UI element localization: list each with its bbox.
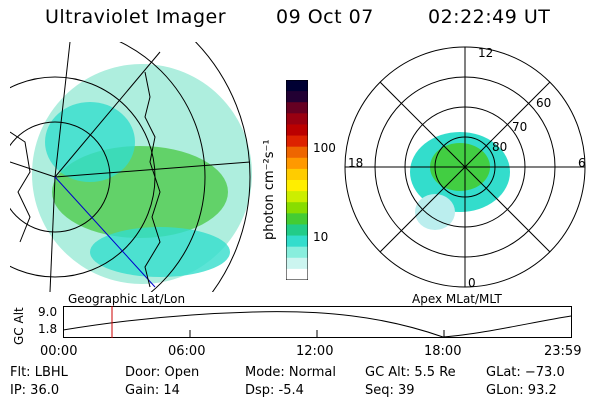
info-mode: Mode: Normal [245,365,336,380]
time-label: 02:22:49 UT [428,6,551,28]
longitude-line [54,51,161,178]
colorbar-tick-10: 10 [313,230,329,244]
xtick-2359: 23:59 [544,344,582,359]
mlt-label-18: 18 [348,156,364,170]
colorbar-segment [286,135,308,148]
colorbar-segment [286,180,308,192]
aurora-diffuse [415,194,455,230]
longitude-line [49,176,56,292]
latitude-line [10,121,111,233]
left-caption: Geographic Lat/Lon [68,292,186,306]
colorbar-segment [286,235,308,248]
polar-plot [344,46,586,288]
xtick-1800: 18:00 [424,344,462,359]
colorbar-segment [286,124,308,137]
colorbar-segment [286,202,308,214]
colorbar-segment [286,113,308,125]
info-gc-alt: GC Alt: 5.5 Re [365,365,456,380]
date-label: 09 Oct 07 [276,6,374,28]
colorbar-segment [286,268,308,280]
latitude-line [194,42,251,292]
info-ip: IP: 36.0 [10,383,60,398]
colorbar-segment [286,146,308,159]
colorbar-segment [286,91,308,103]
info-flt: Flt: LBHL [10,365,68,380]
info-gain: Gain: 14 [125,383,180,398]
colorbar-segment [286,213,308,225]
mlt-label-0: 0 [468,276,476,290]
right-caption: Apex MLat/MLT [412,292,502,306]
info-glat: GLat: −73.0 [486,365,565,380]
geographic-map [10,42,252,292]
longitude-line [10,161,56,178]
longitude-line [54,42,71,178]
satellite-track [54,176,156,288]
mlt-label-6: 6 [578,156,586,170]
xtick-0600: 06:00 [168,344,206,359]
colorbar-segment [286,80,308,92]
colorbar-segment [286,102,308,114]
altitude-ytick-min: 1.8 [38,322,58,336]
colorbar-segment [286,191,308,203]
colorbar [286,80,308,280]
mlat-label-80: 80 [492,140,508,154]
coastline [10,131,31,243]
info-dsp: Dsp: -5.4 [245,383,304,398]
colorbar-segment [286,246,308,259]
colorbar-label: photon cm⁻²s⁻¹ [262,139,277,240]
altitude-curve [63,311,572,338]
altitude-plot [63,306,572,338]
mlat-label-70: 70 [512,120,528,134]
colorbar-segment [286,224,308,237]
info-seq: Seq: 39 [365,383,415,398]
xtick-0000: 00:00 [40,344,78,359]
instrument-title: Ultraviolet Imager [45,6,227,28]
altitude-ytick-max: 9.0 [38,305,58,319]
info-door: Door: Open [125,365,200,380]
xtick-1200: 12:00 [296,344,334,359]
coastline [144,71,161,288]
altitude-ylabel: GC Alt [12,307,26,345]
aurora-patch-cyan [90,227,230,277]
mlat-label-60: 60 [536,96,552,110]
colorbar-segment [286,257,308,270]
colorbar-tick-100: 100 [313,141,336,155]
colorbar-segment [286,157,308,170]
colorbar-segment [286,168,308,181]
latitude-line [119,42,206,292]
info-glon: GLon: 93.2 [486,383,557,398]
mlt-label-12: 12 [478,46,494,60]
mlt-axis [379,81,551,253]
